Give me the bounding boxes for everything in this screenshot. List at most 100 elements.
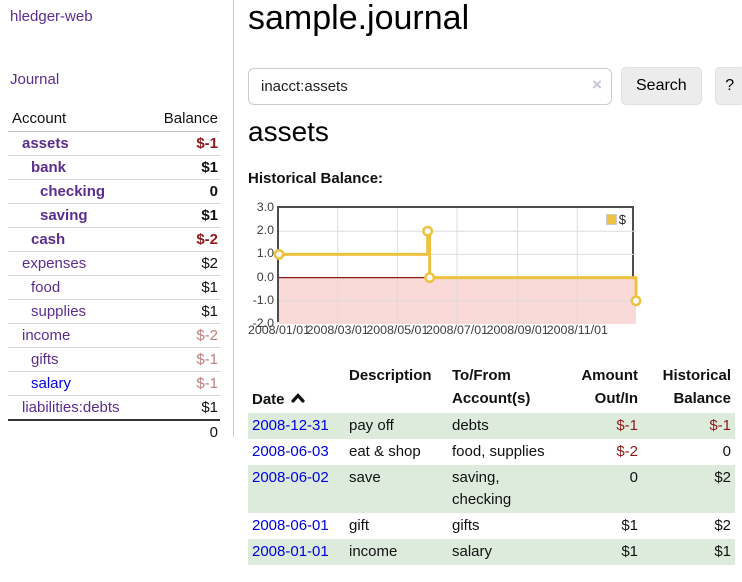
transaction-description: eat & shop [349,443,421,460]
x-axis-tick-label: 2008/05/01 [366,323,429,337]
transaction-row: 2008-06-01 gift gifts $1 $2 [248,513,735,539]
account-link[interactable]: assets [22,135,69,152]
account-balance: $-1 [146,371,220,396]
transaction-balance: $1 [714,543,731,560]
account-link[interactable]: cash [31,231,66,248]
help-button[interactable]: ? [714,67,742,105]
transaction-accounts: debts [452,417,489,434]
chart-canvas [273,208,642,324]
sort-ascending-icon [290,387,305,410]
data-point-marker [424,272,436,284]
register-header-date[interactable]: Date [248,362,345,413]
register-table: Date Description To/From Account(s) Amou… [248,362,735,565]
account-link[interactable]: food [31,279,61,296]
sidebar-divider [233,0,234,437]
search-button[interactable]: Search [621,67,702,105]
account-row: checking 0 [8,179,220,204]
y-axis-tick-label: -1.0 [252,292,274,307]
x-axis-tick-label: 2008/07/01 [425,323,488,337]
x-axis-tick-label: 2008/09/01 [486,323,549,337]
transaction-date-link[interactable]: 2008-12-31 [252,417,329,434]
transaction-accounts: salary [452,543,493,560]
data-point-marker [422,225,434,237]
account-row: supplies $1 [8,299,220,324]
register-header-row: Date Description To/From Account(s) Amou… [248,362,735,413]
account-link[interactable]: supplies [31,303,87,320]
account-row: salary $-1 [8,371,220,396]
x-axis-tick-label: 2008/01/01 [247,323,310,337]
account-link[interactable]: salary [31,375,72,392]
y-axis-tick-label: 1.0 [256,246,274,261]
chart-plot-area: $ [273,206,642,324]
chart-legend: $ [605,212,626,227]
transaction-row: 2008-06-02 save saving, checking 0 $2 [248,465,735,513]
account-row: liabilities:debts $1 [8,395,220,421]
transaction-date-link[interactable]: 2008-01-01 [252,543,329,560]
transaction-row: 2008-01-01 income salary $1 $1 [248,539,735,565]
historical-balance-chart: 3.0 2.0 1.0 0.0 -1.0 -2.0 $ 2008/01/01 2008/03… [244,200,714,345]
chart-title: Historical Balance: [248,170,384,187]
account-link[interactable]: bank [31,159,67,176]
account-heading: assets [248,116,329,147]
account-link[interactable]: saving [40,207,88,224]
account-row: bank $1 [8,155,220,180]
data-point-marker [273,248,285,260]
y-axis-tick-label: 0.0 [256,269,274,284]
account-link[interactable]: checking [40,183,106,200]
transaction-date-link[interactable]: 2008-06-01 [252,517,329,534]
transaction-accounts: gifts [452,517,480,534]
accounts-total-balance: 0 [146,419,220,444]
transaction-description: gift [349,517,370,534]
transaction-balance: $2 [714,469,731,486]
search-input[interactable] [248,67,612,105]
accounts-header-balance: Balance [146,108,220,132]
clear-search-icon[interactable]: × [592,74,602,94]
account-balance: $2 [146,251,220,276]
account-balance: 0 [146,179,220,204]
transaction-amount: $1 [621,517,638,534]
x-axis-tick-label: 2008/11/01 [546,323,608,337]
account-row: cash $-2 [8,227,220,252]
account-row: expenses $2 [8,251,220,276]
y-axis-tick-label: 3.0 [256,200,274,214]
transaction-accounts: food, supplies [452,443,545,460]
account-balance: $-1 [146,131,220,156]
account-link[interactable]: liabilities:debts [22,399,120,416]
account-row: saving $1 [8,203,220,228]
transaction-description: income [349,543,398,560]
account-balance: $-1 [146,347,220,372]
transaction-date-link[interactable]: 2008-06-02 [252,469,329,486]
register-header-date-label: Date [252,391,285,408]
transaction-amount: $-2 [616,443,638,460]
accounts-header-account: Account [8,108,147,132]
page-title: sample.journal [248,0,470,37]
register-header-accounts: To/From Account(s) [452,367,531,407]
account-balance: $1 [146,395,220,421]
legend-swatch-icon [605,214,617,225]
account-link[interactable]: income [22,327,71,344]
accounts-table: Account Balance assets $-1 bank $1 check… [8,108,220,444]
transaction-amount: 0 [629,469,638,486]
transaction-row: 2008-12-31 pay off debts $-1 $-1 [248,413,735,439]
sidebar-item-journal[interactable]: Journal [10,71,60,88]
register-header-balance: Historical Balance [662,367,731,407]
transaction-row: 2008-06-03 eat & shop food, supplies $-2… [248,439,735,465]
account-balance: $-2 [146,227,220,252]
account-link[interactable]: gifts [31,351,59,368]
account-balance: $1 [146,275,220,300]
transaction-description: save [349,469,381,486]
brand-link[interactable]: hledger-web [10,8,93,25]
accounts-header-row: Account Balance [8,108,220,132]
account-link[interactable]: expenses [22,255,87,272]
accounts-total-row: 0 [8,419,220,444]
data-point-marker [630,295,642,307]
account-balance: $1 [146,155,220,180]
transaction-balance: $2 [714,517,731,534]
register-header-description: Description [349,367,432,384]
account-row: gifts $-1 [8,347,220,372]
register-header-amount: Amount Out/In [581,367,638,407]
legend-label: $ [618,212,626,227]
y-axis-tick-label: -2.0 [252,316,274,330]
search-form: × Search ? [248,67,742,105]
transaction-date-link[interactable]: 2008-06-03 [252,443,329,460]
